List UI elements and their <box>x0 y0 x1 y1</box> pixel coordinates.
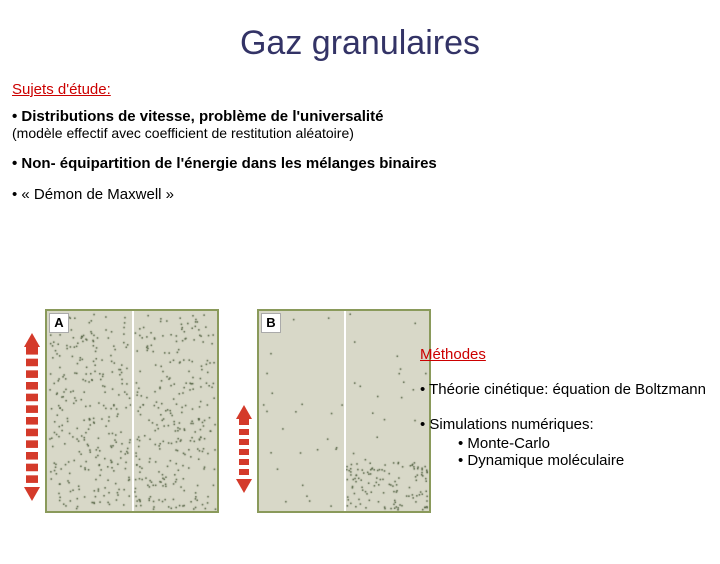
vibration-arrow-a <box>21 333 43 503</box>
page-title: Gaz granulaires <box>0 24 720 63</box>
panel-a-divider <box>132 311 134 511</box>
methods-bullet-2: • Simulations numériques: <box>420 416 710 433</box>
panel-b: B <box>257 309 431 513</box>
figure-row: A B <box>25 309 431 513</box>
section-heading: Sujets d'étude: <box>12 81 720 98</box>
panel-b-wrapper: B <box>237 309 431 513</box>
panel-a: A <box>45 309 219 513</box>
bullet-1-sub: (modèle effectif avec coefficient de res… <box>12 125 720 141</box>
methods-bullet-1: • Théorie cinétique: équation de Boltzma… <box>420 381 710 398</box>
vibration-arrow-b <box>233 405 255 495</box>
panel-b-label: B <box>261 313 281 333</box>
bullet-3: • « Démon de Maxwell » <box>12 186 720 203</box>
methods-heading: Méthodes <box>420 346 710 363</box>
methods-sub-1: • Monte-Carlo <box>458 435 710 452</box>
bullet-2: • Non- équipartition de l'énergie dans l… <box>12 155 720 172</box>
methods-block: Méthodes • Théorie cinétique: équation d… <box>420 346 710 469</box>
bullet-1: • Distributions de vitesse, problème de … <box>12 108 720 125</box>
methods-sub-2: • Dynamique moléculaire <box>458 452 710 469</box>
panel-b-divider <box>344 311 346 511</box>
panel-a-wrapper: A <box>25 309 219 513</box>
panel-a-label: A <box>49 313 69 333</box>
